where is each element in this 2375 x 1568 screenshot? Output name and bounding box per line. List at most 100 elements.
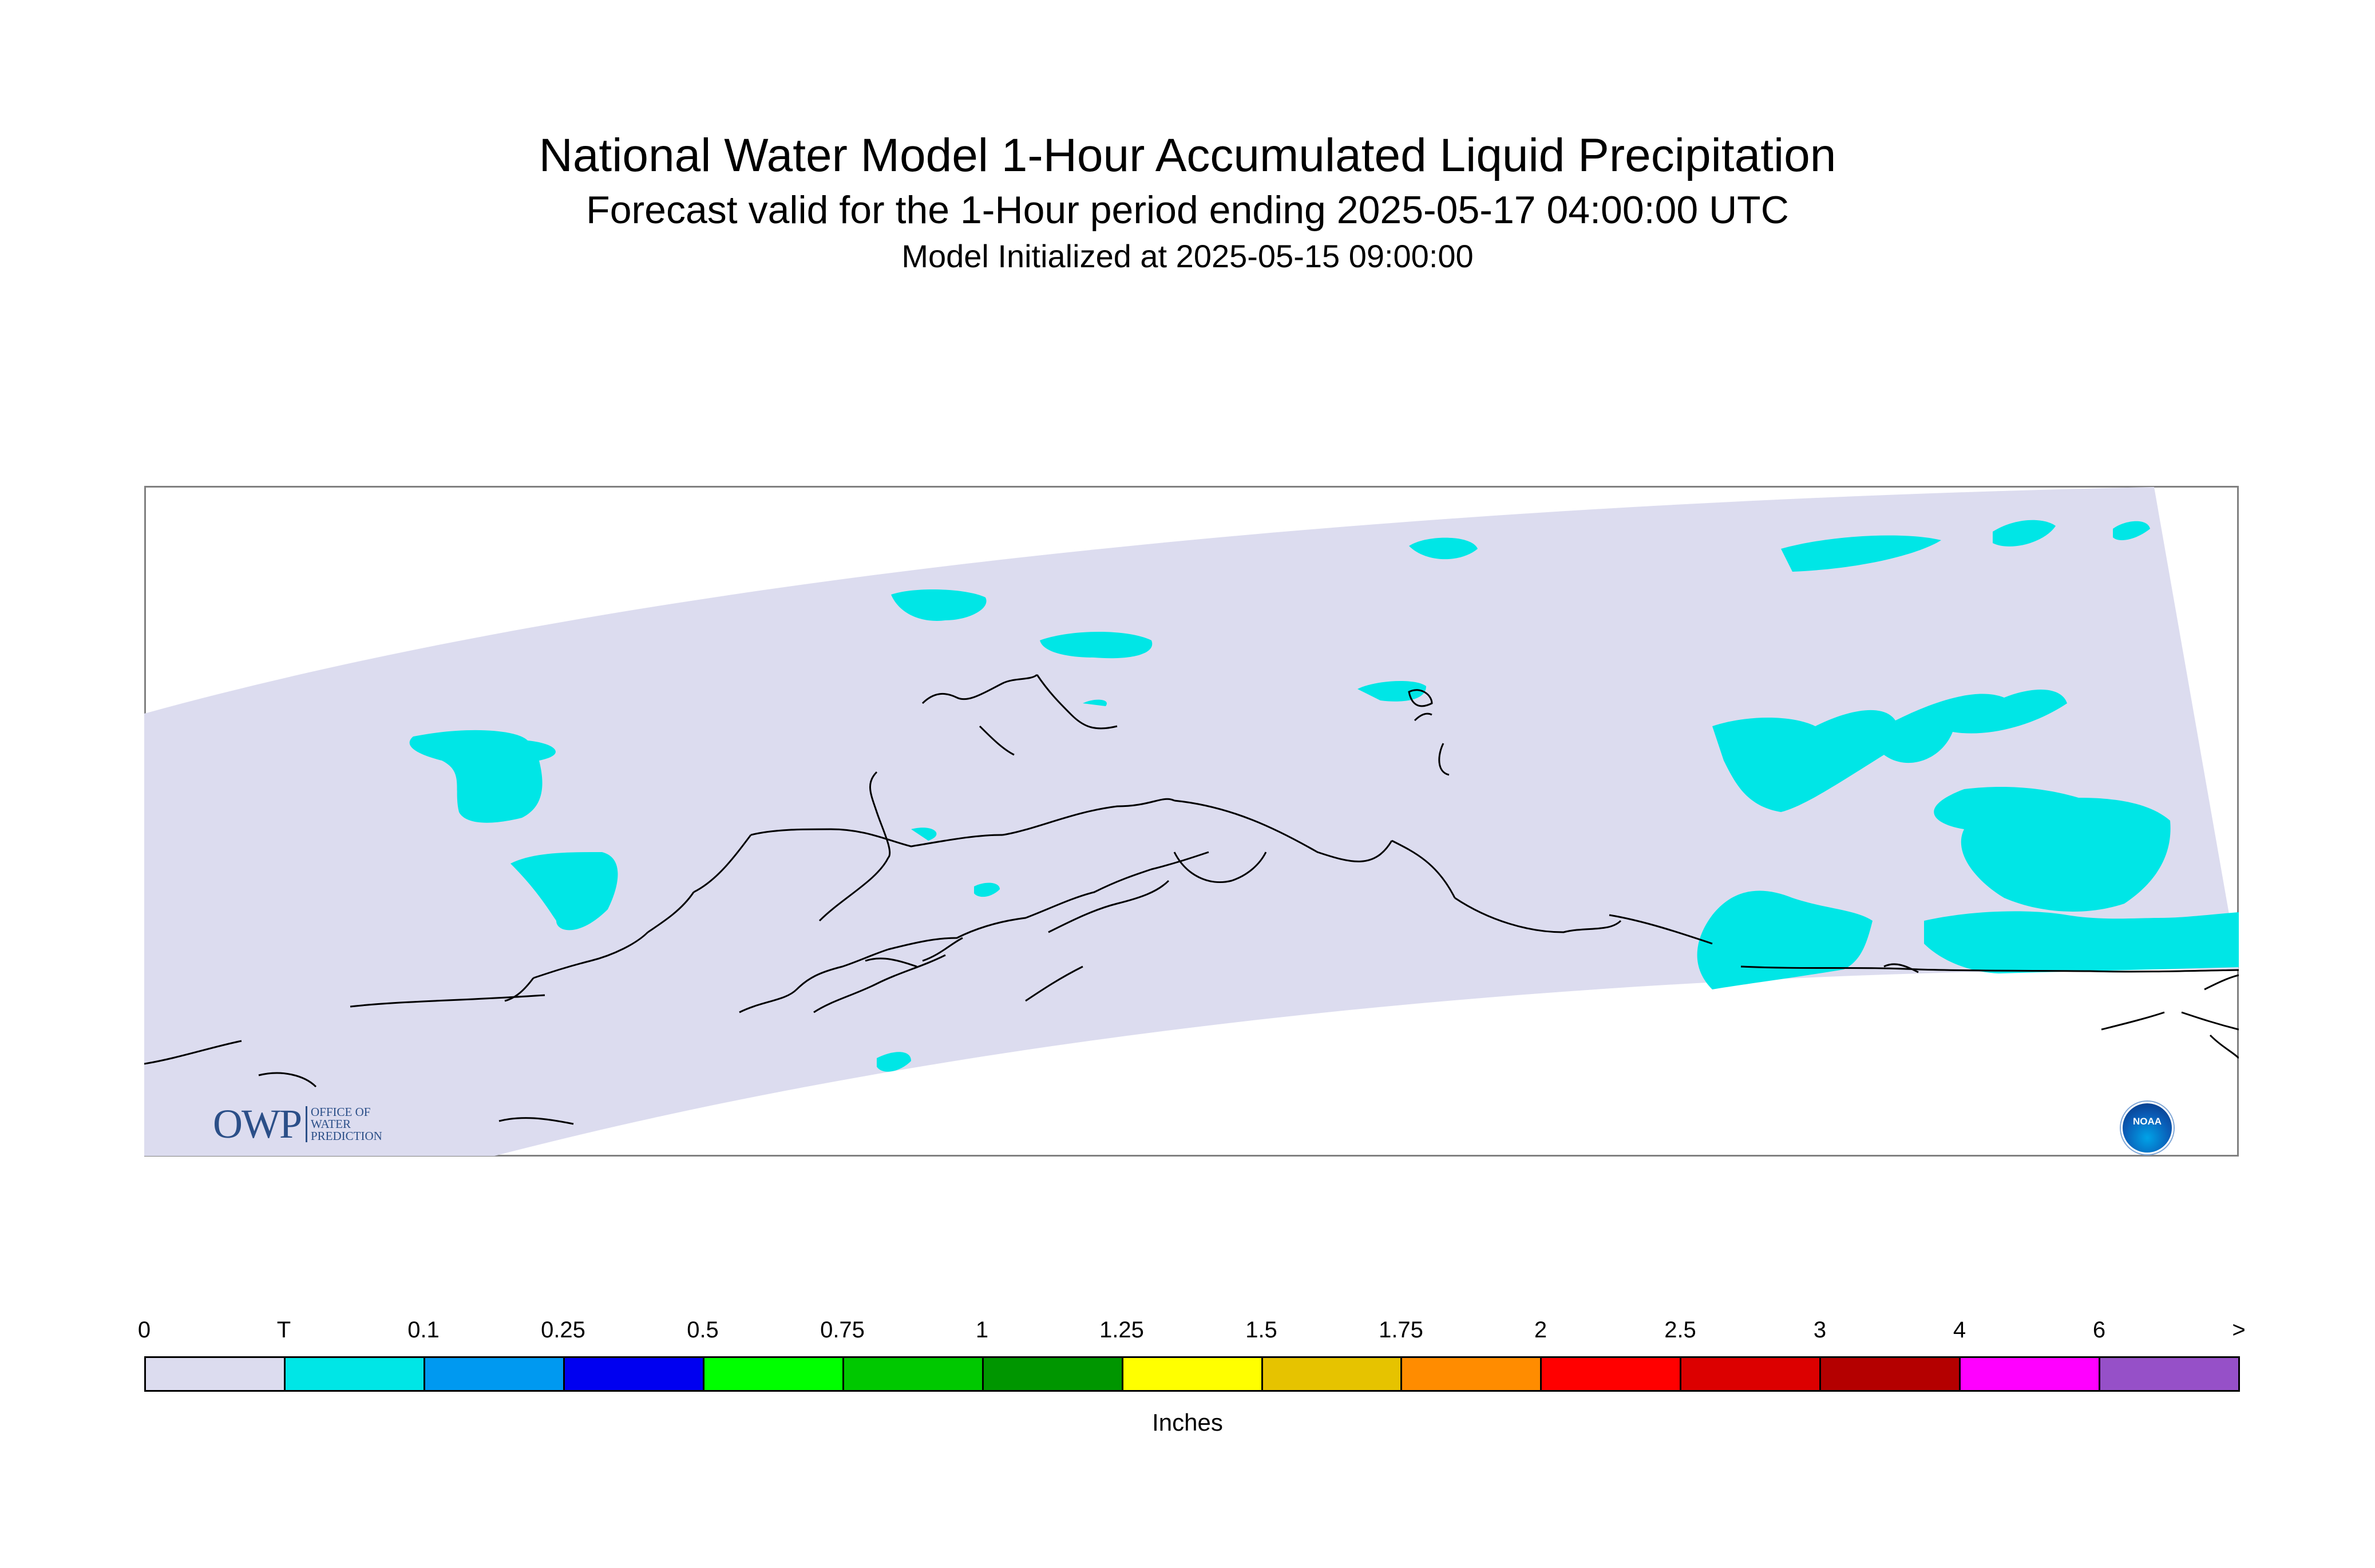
colorbar — [144, 1356, 2240, 1392]
coastline — [1740, 965, 2239, 973]
coastline — [1438, 743, 1450, 776]
coastline — [1414, 712, 1432, 722]
coastline — [888, 851, 1209, 951]
colorbar-tick-label: 3 — [1813, 1317, 1827, 1343]
colorbar-segment — [1262, 1358, 1403, 1390]
coastline — [739, 948, 889, 1013]
coastline — [350, 994, 545, 1008]
coastline — [498, 1117, 574, 1125]
coastline — [693, 834, 752, 893]
coastlines — [144, 674, 2239, 1125]
precip-area — [974, 882, 1000, 897]
colorbar-tick-label: 0.25 — [541, 1317, 585, 1343]
coastline — [1048, 880, 1170, 933]
precip-areas — [409, 520, 2239, 1072]
precipitation-map — [144, 486, 2239, 1157]
colorbar-tick-label: 4 — [1953, 1317, 1966, 1343]
colorbar-tick-label: T — [276, 1317, 291, 1343]
coastline — [922, 937, 963, 962]
colorbar-segment — [564, 1358, 704, 1390]
precip-area — [911, 827, 937, 841]
map-title: National Water Model 1-Hour Accumulated … — [539, 129, 1836, 181]
coastline — [1036, 674, 1118, 730]
coastline — [1609, 914, 1713, 945]
coastline — [750, 828, 832, 836]
colorbar-segment — [2100, 1358, 2239, 1390]
coastline — [818, 771, 891, 922]
colorbar-tick-label: > — [2232, 1317, 2246, 1343]
coastline — [1454, 897, 1622, 933]
owp-logo-line2: WATER — [311, 1116, 351, 1131]
owp-logo-line3: PREDICTION — [311, 1129, 382, 1143]
coastline — [830, 828, 1003, 848]
precip-area — [1781, 535, 1941, 572]
coastline — [533, 960, 591, 979]
coastline — [979, 725, 1015, 756]
precip-area — [891, 589, 987, 621]
colorbar-tick-label: 1.5 — [1245, 1317, 1277, 1343]
coastline — [865, 957, 917, 968]
colorbar-tick-label: 0.1 — [407, 1317, 440, 1343]
coastline — [647, 892, 695, 933]
owp-logo: OWP OFFICE OF WATER PREDICTION — [213, 1101, 382, 1147]
colorbar-segment — [1961, 1358, 2101, 1390]
colorbar-tick-label: 2.5 — [1664, 1317, 1696, 1343]
coastline — [2204, 974, 2239, 991]
colorbar-tick-label: 1.25 — [1099, 1317, 1144, 1343]
model-init-time: Model Initialized at 2025-05-15 09:00:00 — [901, 238, 1474, 274]
precip-area — [510, 852, 618, 930]
colorbar-segment — [146, 1358, 286, 1390]
coastline — [1002, 798, 1175, 836]
colorbar-segment — [1681, 1358, 1822, 1390]
coastline — [2101, 1011, 2165, 1031]
colorbar-segment — [1123, 1358, 1263, 1390]
coastline — [1391, 840, 1456, 898]
precip-area — [1712, 690, 2067, 812]
precip-area — [1357, 680, 1426, 702]
coastline — [590, 931, 649, 962]
coastline — [504, 977, 535, 1002]
coastline — [813, 954, 946, 1013]
precip-area — [1697, 890, 1873, 989]
noaa-logo-text: NOAA — [2132, 1116, 2162, 1127]
owp-logo-letters: OWP — [213, 1100, 302, 1147]
precip-area — [1083, 699, 1107, 706]
precip-area — [1934, 786, 2171, 912]
precip-area — [409, 730, 556, 823]
owp-logo-line1: OFFICE OF — [311, 1104, 371, 1119]
colorbar-segment — [844, 1358, 984, 1390]
model-domain — [144, 487, 2239, 1156]
noaa-logo: NOAA — [2121, 1102, 2174, 1154]
map-subtitle: Forecast valid for the 1-Hour period end… — [586, 188, 1789, 232]
colorbar-tick-label: 1.75 — [1379, 1317, 1423, 1343]
coastline — [2209, 1034, 2239, 1059]
owp-logo-subtitle: OFFICE OF WATER PREDICTION — [306, 1106, 382, 1142]
coastline — [1408, 689, 1433, 707]
precip-area — [1409, 537, 1478, 560]
coastline — [2181, 1011, 2239, 1031]
colorbar-tick-label: 1 — [975, 1317, 989, 1343]
colorbar-segment — [425, 1358, 565, 1390]
colorbar-segment — [1821, 1358, 1961, 1390]
precip-area — [877, 1052, 911, 1072]
coastline — [1883, 963, 1919, 973]
colorbar-tick-label: 0.5 — [687, 1317, 719, 1343]
colorbar-segment — [704, 1358, 844, 1390]
precip-area — [1993, 520, 2056, 547]
colorbar-tick-label: 0 — [137, 1317, 151, 1343]
colorbar-units: Inches — [1152, 1409, 1223, 1436]
precip-area — [1040, 632, 1153, 659]
colorbar-tick-label: 0.75 — [820, 1317, 865, 1343]
precip-area — [2113, 521, 2150, 540]
colorbar-segment — [1542, 1358, 1682, 1390]
colorbar-segment — [285, 1358, 425, 1390]
colorbar-segment — [983, 1358, 1123, 1390]
coastline — [144, 1040, 242, 1065]
precip-area — [1924, 911, 2239, 973]
colorbar-segment — [1402, 1358, 1542, 1390]
coastline — [258, 1072, 317, 1088]
colorbar-tick-label: 2 — [1534, 1317, 1547, 1343]
coastline — [1025, 965, 1083, 1002]
coastline — [1173, 852, 1267, 884]
coastline — [1174, 799, 1393, 862]
